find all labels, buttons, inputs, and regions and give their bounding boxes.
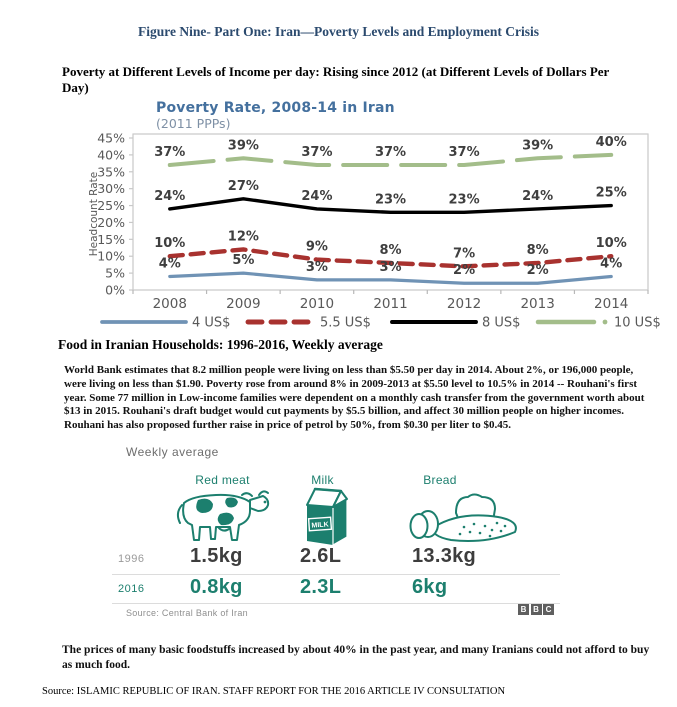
bread-2016-value: 6kg xyxy=(412,576,448,598)
svg-text:4%: 4% xyxy=(600,256,622,271)
svg-text:2011: 2011 xyxy=(373,296,407,312)
svg-text:5%: 5% xyxy=(232,253,254,268)
svg-text:40%: 40% xyxy=(97,147,125,162)
bbc-logo-block-1: B xyxy=(518,604,529,615)
svg-text:10%: 10% xyxy=(97,249,125,264)
svg-text:5.5 US$: 5.5 US$ xyxy=(320,316,371,331)
svg-text:39%: 39% xyxy=(228,138,259,153)
svg-text:2012: 2012 xyxy=(447,296,481,312)
svg-text:8%: 8% xyxy=(379,243,401,258)
svg-text:2013: 2013 xyxy=(520,296,554,312)
bbc-food-infographic: Weekly average Red meat Milk Bread xyxy=(112,443,560,629)
poverty-section-heading: Poverty at Different Levels of Income pe… xyxy=(62,64,610,95)
milk-2016-value: 2.3L xyxy=(300,576,342,598)
bread-1996-value: 13.3kg xyxy=(412,545,477,567)
svg-text:27%: 27% xyxy=(228,179,259,194)
svg-text:2009: 2009 xyxy=(226,296,260,312)
svg-text:35%: 35% xyxy=(97,164,125,179)
svg-text:24%: 24% xyxy=(301,189,332,204)
svg-text:MILK: MILK xyxy=(311,521,329,529)
bbc-logo-block-3: C xyxy=(543,604,554,615)
svg-text:3%: 3% xyxy=(379,260,401,275)
row-label-1996: 1996 xyxy=(118,553,145,565)
svg-text:8%: 8% xyxy=(527,243,549,258)
column-header-red-meat: Red meat xyxy=(195,473,250,487)
footer-divider xyxy=(112,603,560,604)
svg-text:2010: 2010 xyxy=(300,296,334,312)
svg-text:3%: 3% xyxy=(306,260,328,275)
svg-text:37%: 37% xyxy=(375,145,406,160)
svg-text:2%: 2% xyxy=(527,263,549,278)
column-header-bread: Bread xyxy=(423,473,457,487)
svg-text:23%: 23% xyxy=(449,192,480,207)
svg-text:2014: 2014 xyxy=(594,296,628,312)
row-label-2016: 2016 xyxy=(118,583,145,595)
svg-text:Headcount Rate: Headcount Rate xyxy=(88,172,100,257)
svg-text:7%: 7% xyxy=(453,246,475,261)
milk-1996-value: 2.6L xyxy=(300,545,342,567)
svg-text:9%: 9% xyxy=(306,240,328,255)
bbc-logo-block-2: B xyxy=(530,604,542,615)
svg-text:20%: 20% xyxy=(97,215,125,230)
document-source-line: Source: ISLAMIC REPUBLIC OF IRAN. STAFF … xyxy=(42,686,506,697)
row-divider xyxy=(112,574,560,575)
svg-text:39%: 39% xyxy=(522,138,553,153)
chart-subtitle: (2011 PPPs) xyxy=(156,116,231,131)
svg-text:40%: 40% xyxy=(596,135,627,150)
svg-text:25%: 25% xyxy=(97,198,125,213)
svg-text:10%: 10% xyxy=(154,236,185,251)
svg-text:4%: 4% xyxy=(159,256,181,271)
bbc-logo: B B C xyxy=(518,604,554,615)
svg-text:24%: 24% xyxy=(154,189,185,204)
world-bank-paragraph: World Bank estimates that 8.2 million pe… xyxy=(64,364,645,432)
figure-title: Figure Nine- Part One: Iran—Poverty Leve… xyxy=(138,24,539,39)
svg-text:30%: 30% xyxy=(97,181,125,196)
svg-text:15%: 15% xyxy=(97,232,125,247)
closing-paragraph: The prices of many basic foodstuffs incr… xyxy=(62,644,650,671)
svg-text:4 US$: 4 US$ xyxy=(192,316,230,331)
infographic-title: Weekly average xyxy=(126,445,219,459)
svg-text:45%: 45% xyxy=(97,131,125,146)
svg-text:37%: 37% xyxy=(154,145,185,160)
svg-text:12%: 12% xyxy=(228,229,259,244)
column-header-milk: Milk xyxy=(311,473,334,487)
red-meat-1996-value: 1.5kg xyxy=(190,545,243,567)
food-section-heading: Food in Iranian Households: 1996-2016, W… xyxy=(58,337,383,352)
svg-text:25%: 25% xyxy=(596,186,627,201)
svg-text:37%: 37% xyxy=(449,145,480,160)
milk-carton-icon: MILK xyxy=(306,487,348,547)
svg-text:10 US$: 10 US$ xyxy=(614,316,661,331)
svg-text:37%: 37% xyxy=(301,145,332,160)
cow-icon xyxy=(176,490,270,541)
red-meat-2016-value: 0.8kg xyxy=(190,576,243,598)
bread-icon xyxy=(409,493,517,542)
svg-text:2%: 2% xyxy=(453,263,475,278)
svg-text:10%: 10% xyxy=(596,236,627,251)
svg-text:24%: 24% xyxy=(522,189,553,204)
infographic-source: Source: Central Bank of Iran xyxy=(126,608,248,618)
chart-title: Poverty Rate, 2008-14 in Iran xyxy=(156,100,395,116)
svg-text:5%: 5% xyxy=(105,266,125,281)
poverty-rate-line-chart: 0%5%10%15%20%25%30%35%40%45%2008 2009 2010… xyxy=(88,131,661,331)
svg-text:23%: 23% xyxy=(375,192,406,207)
svg-text:0%: 0% xyxy=(105,283,125,298)
svg-text:2008: 2008 xyxy=(153,296,187,312)
svg-text:8 US$: 8 US$ xyxy=(482,316,520,331)
